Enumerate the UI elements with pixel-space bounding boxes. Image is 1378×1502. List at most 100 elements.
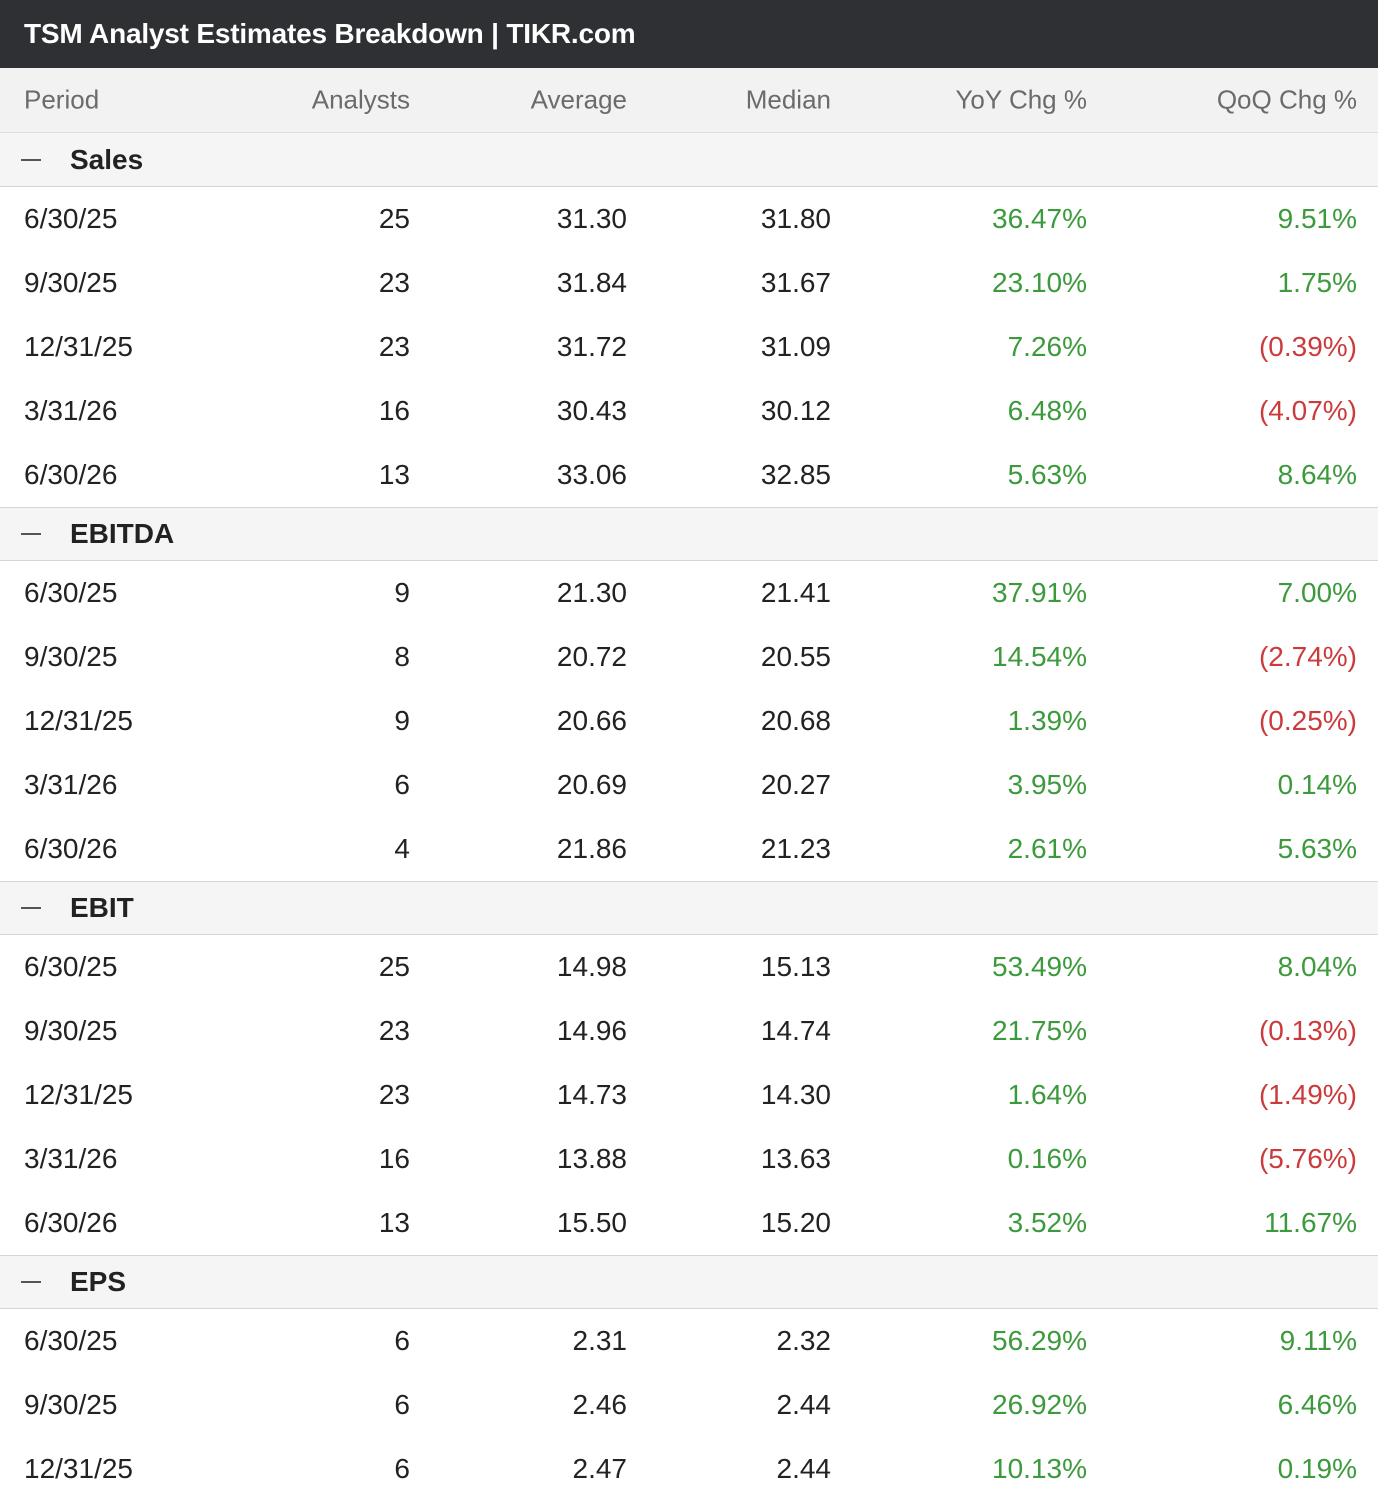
cell-period: 6/30/25 [24,203,118,234]
column-header-qoq-chg[interactable]: QoQ Chg % [1216,84,1357,115]
collapse-minus-icon[interactable] [21,533,41,535]
cell-average: 14.73 [556,1079,627,1110]
cell-yoy-chg: 14.54% [992,641,1087,672]
cell-average: 21.86 [556,833,627,864]
cell-period: 12/31/25 [24,1453,133,1484]
cell-yoy-chg: 0.16% [1007,1143,1087,1174]
group-label: EBITDA [70,518,175,549]
cell-analysts: 25 [378,203,410,234]
cell-period: 3/31/26 [24,1143,118,1174]
cell-period: 12/31/25 [24,331,133,362]
cell-median: 20.27 [760,769,831,800]
table-row: 12/31/25 23 31.72 31.09 7.26% (0.39%) [0,315,1378,379]
cell-median: 2.32 [776,1325,832,1356]
cell-analysts: 25 [378,951,410,982]
column-header-period[interactable]: Period [24,84,100,115]
column-header-yoy-chg[interactable]: YoY Chg % [955,84,1087,115]
cell-analysts: 8 [394,641,410,672]
group-label: EPS [70,1266,127,1297]
cell-period: 6/30/26 [24,833,118,864]
cell-yoy-chg: 21.75% [992,1015,1087,1046]
cell-yoy-chg: 6.48% [1007,395,1087,426]
cell-period: 9/30/25 [24,267,118,298]
collapse-minus-icon[interactable] [21,158,41,161]
cell-qoq-chg: (0.25%) [1258,705,1357,736]
cell-average: 21.30 [556,577,627,608]
table-row: 9/30/25 8 20.72 20.55 14.54% (2.74%) [0,625,1378,689]
cell-period: 3/31/26 [24,769,118,800]
table-row: 6/30/25 25 31.30 31.80 36.47% 9.51% [0,187,1378,251]
cell-average: 13.88 [556,1143,627,1174]
cell-period: 9/30/25 [24,1389,118,1420]
cell-average: 20.69 [556,769,627,800]
column-header-analysts[interactable]: Analysts [311,84,410,115]
cell-median: 30.12 [760,395,831,426]
cell-median: 13.63 [760,1143,831,1174]
table-row: 3/31/26 16 30.43 30.12 6.48% (4.07%) [0,379,1378,443]
cell-yoy-chg: 26.92% [992,1389,1087,1420]
cell-qoq-chg: 0.14% [1277,769,1357,800]
cell-analysts: 23 [378,267,410,298]
table-row: 12/31/25 23 14.73 14.30 1.64% (1.49%) [0,1063,1378,1127]
cell-median: 14.30 [760,1079,831,1110]
table-row: 9/30/25 6 2.46 2.44 26.92% 6.46% [0,1373,1378,1437]
cell-analysts: 6 [394,1453,410,1484]
cell-median: 21.41 [760,577,831,608]
table-row: 6/30/25 9 21.30 21.41 37.91% 7.00% [0,561,1378,625]
cell-period: 12/31/25 [24,1079,133,1110]
cell-period: 6/30/25 [24,577,118,608]
cell-analysts: 16 [378,1143,410,1174]
cell-period: 6/30/25 [24,1325,118,1356]
cell-qoq-chg: (4.07%) [1258,395,1357,426]
cell-qoq-chg: 5.63% [1277,833,1357,864]
cell-median: 15.20 [760,1207,831,1238]
cell-qoq-chg: (0.13%) [1258,1015,1357,1046]
cell-qoq-chg: (1.49%) [1258,1079,1357,1110]
collapse-minus-icon[interactable] [21,1281,41,1283]
cell-qoq-chg: 9.51% [1277,203,1357,234]
cell-yoy-chg: 37.91% [992,577,1087,608]
cell-analysts: 9 [394,577,410,608]
cell-period: 12/31/25 [24,705,133,736]
cell-period: 9/30/25 [24,1015,118,1046]
table-header: Period Analysts Average Median YoY Chg %… [0,68,1378,133]
table-row: 9/30/25 23 14.96 14.74 21.75% (0.13%) [0,999,1378,1063]
cell-qoq-chg: 11.67% [1264,1207,1357,1238]
collapse-minus-icon[interactable] [21,907,41,909]
cell-period: 6/30/25 [24,951,118,982]
cell-yoy-chg: 1.39% [1007,705,1087,736]
cell-yoy-chg: 23.10% [992,267,1087,298]
cell-average: 31.84 [556,267,627,298]
cell-analysts: 4 [394,833,410,864]
cell-yoy-chg: 53.49% [992,951,1087,982]
cell-analysts: 23 [378,1079,410,1110]
cell-median: 2.44 [776,1389,832,1420]
cell-qoq-chg: 8.04% [1277,951,1357,982]
column-header-average[interactable]: Average [530,84,627,115]
group-header-ebit[interactable]: EBIT [0,881,1378,935]
table-row: 3/31/26 6 20.69 20.27 3.95% 0.14% [0,753,1378,817]
cell-analysts: 9 [394,705,410,736]
cell-average: 14.96 [556,1015,627,1046]
column-header-median[interactable]: Median [745,84,831,115]
cell-qoq-chg: (0.39%) [1258,331,1357,362]
cell-analysts: 16 [378,395,410,426]
group-header-sales[interactable]: Sales [0,133,1378,187]
cell-qoq-chg: 7.00% [1277,577,1357,608]
cell-yoy-chg: 7.26% [1007,331,1087,362]
cell-qoq-chg: 1.75% [1277,267,1357,298]
cell-average: 31.30 [556,203,627,234]
group-header-eps[interactable]: EPS [0,1255,1378,1309]
cell-yoy-chg: 10.13% [992,1453,1087,1484]
cell-median: 32.85 [760,459,831,490]
table-row: 12/31/25 6 2.47 2.44 10.13% 0.19% [0,1437,1378,1501]
cell-qoq-chg: 6.46% [1277,1389,1357,1420]
cell-qoq-chg: 0.19% [1277,1453,1357,1484]
page-title: TSM Analyst Estimates Breakdown | TIKR.c… [0,0,1378,68]
cell-median: 20.68 [760,705,831,736]
group-header-ebitda[interactable]: EBITDA [0,507,1378,561]
cell-period: 9/30/25 [24,641,118,672]
cell-yoy-chg: 2.61% [1007,833,1087,864]
cell-median: 31.67 [760,267,831,298]
cell-yoy-chg: 3.52% [1007,1207,1087,1238]
